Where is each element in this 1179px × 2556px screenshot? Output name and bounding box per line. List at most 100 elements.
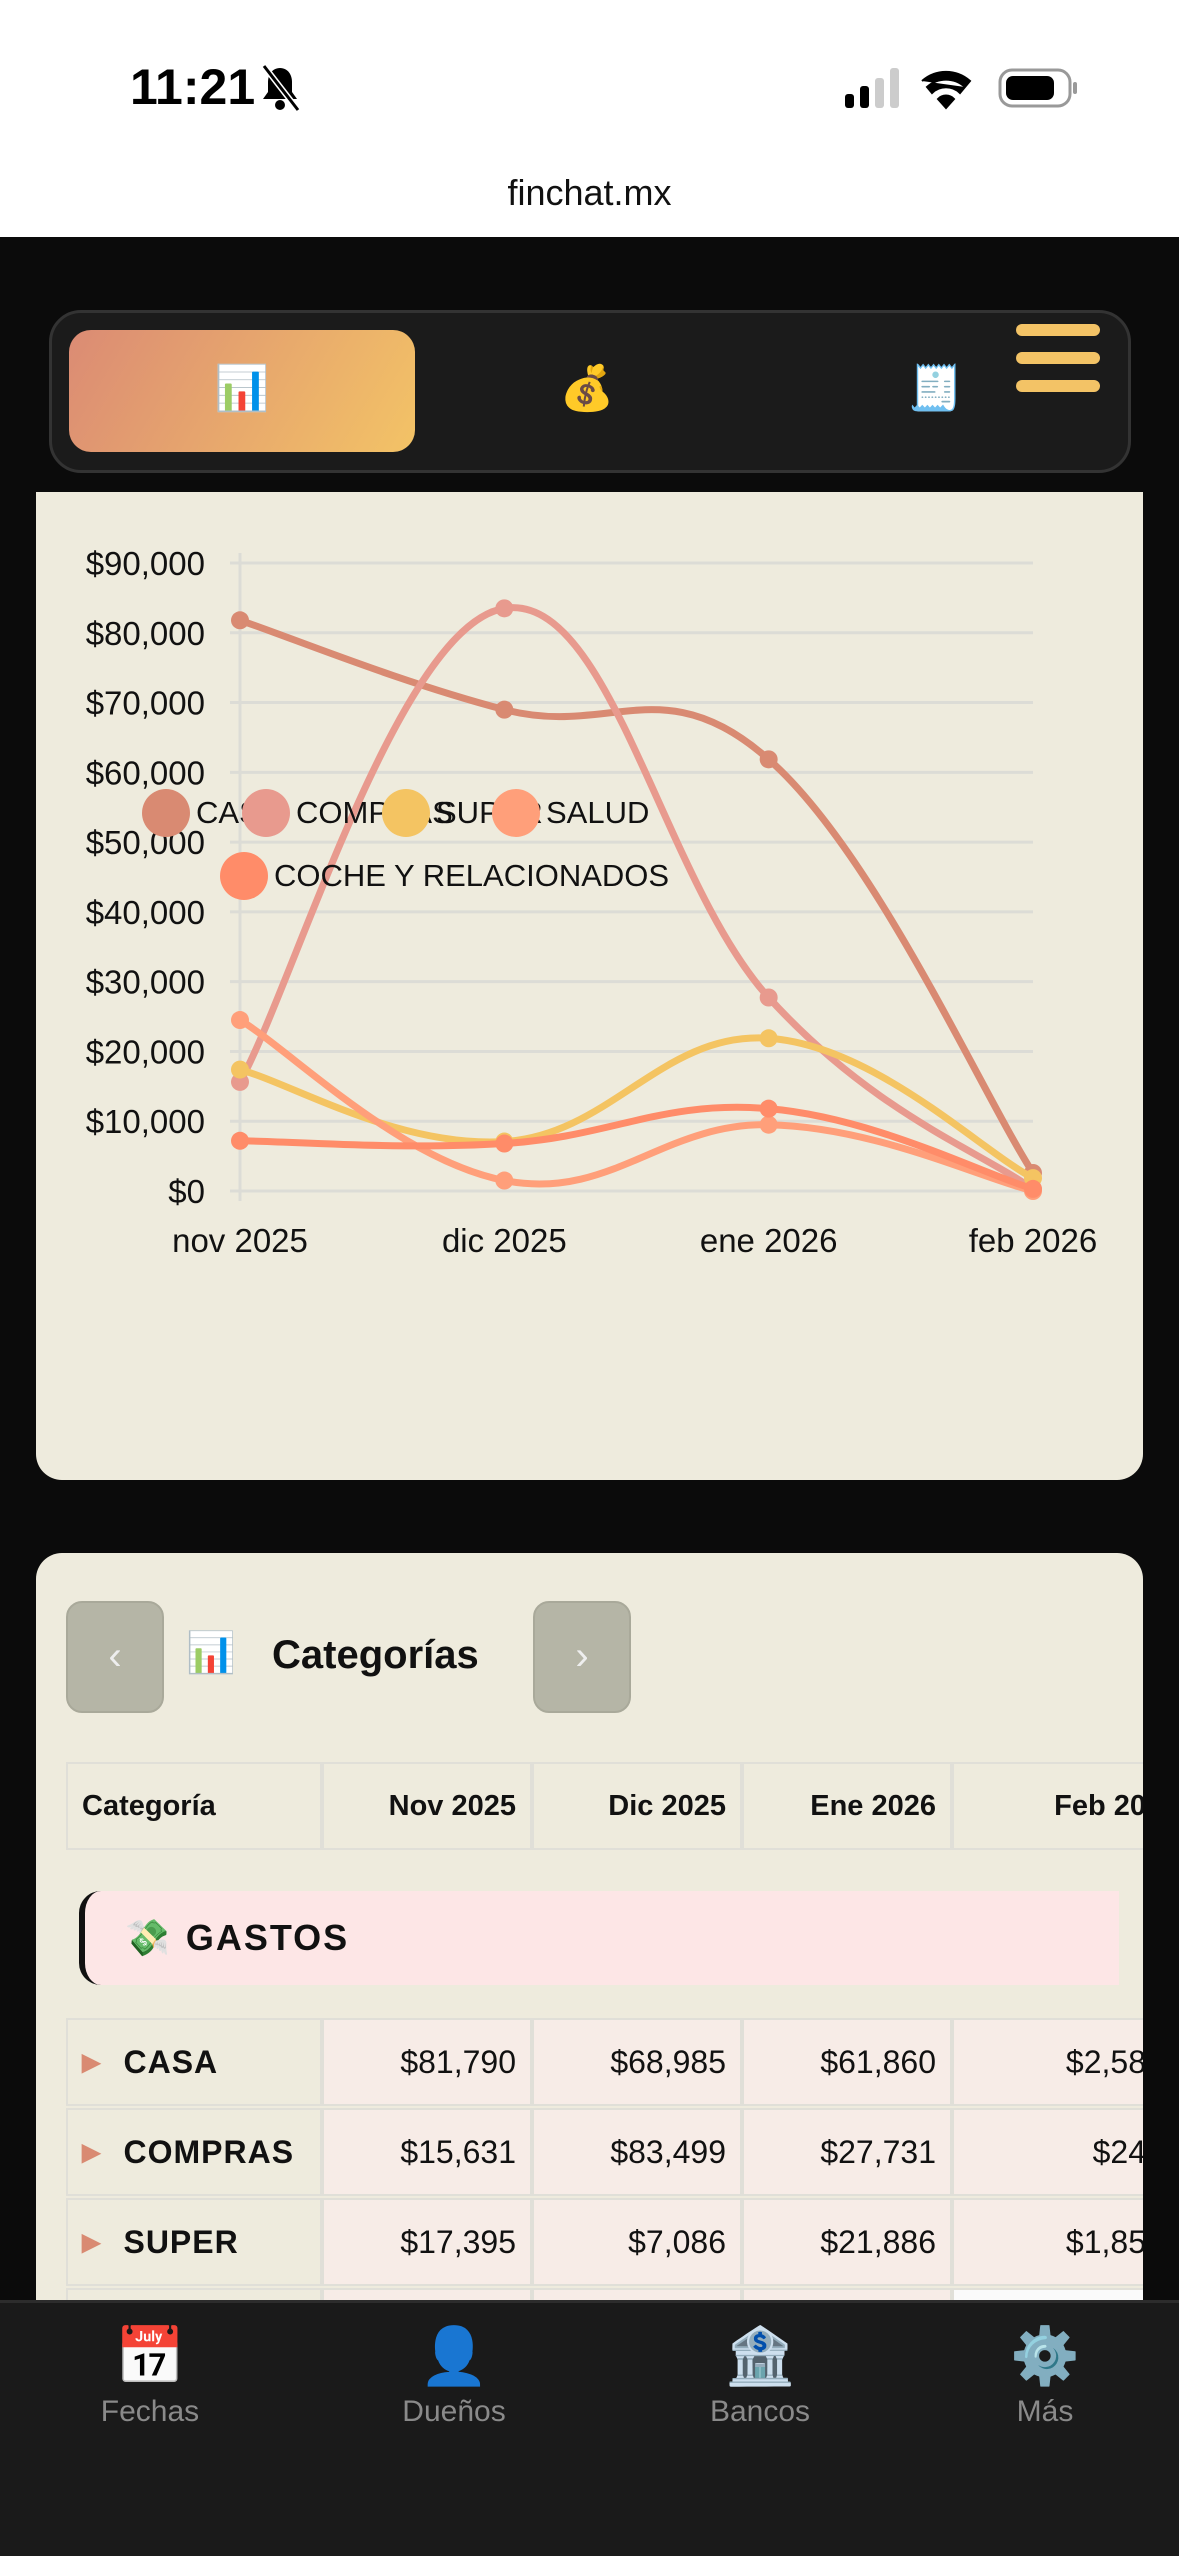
expand-triangle-icon[interactable]: ▶ [82, 2138, 102, 2166]
legend-label: COCHE Y RELACIONADOS [274, 858, 669, 893]
table-row-super[interactable]: ▶ SUPER [66, 2198, 322, 2286]
data-point [495, 1171, 514, 1190]
receipt-icon[interactable]: 🧾 [907, 364, 963, 413]
legend-swatch [382, 789, 430, 837]
nav-fechas[interactable]: 📅 Fechas [50, 2323, 250, 2429]
table-cell: $15,631 [322, 2108, 532, 2196]
gear-icon: ⚙️ [1010, 2324, 1080, 2387]
table-cell: $7,086 [532, 2198, 742, 2286]
y-tick-label: $60,000 [86, 754, 205, 791]
data-point [495, 700, 514, 719]
chart-card: $0 $10,000 $20,000 $30,000 $40,000 $50,000 $60… [36, 492, 1143, 1480]
data-point [231, 1072, 249, 1091]
money-wings-icon: 💸 [125, 1917, 172, 1958]
y-tick-label: $50,000 [86, 824, 205, 861]
y-tick-label: $80,000 [86, 615, 205, 652]
nav-label: Bancos [709, 2395, 811, 2428]
column-header[interactable]: Ene 2026 [742, 1762, 952, 1850]
table-cell: $83,499 [532, 2108, 742, 2196]
table-cell: $61,860 [742, 2018, 952, 2106]
line-chart: $0 $10,000 $20,000 $30,000 $40,000 $50,000 $60… [86, 545, 1098, 1259]
url-bar[interactable]: finchat.mx [507, 172, 672, 213]
expand-triangle-icon[interactable]: ▶ [82, 2228, 102, 2256]
group-header-gastos[interactable]: 💸 GASTOS [79, 1891, 1119, 1985]
person-icon: 👤 [419, 2324, 489, 2387]
nav-mas[interactable]: ⚙️ Más [945, 2323, 1145, 2429]
series-line-super [239, 1034, 1035, 1182]
x-tick-label: dic 2025 [442, 1222, 567, 1259]
y-tick-label: $90,000 [86, 545, 205, 582]
series-line-compras [236, 604, 1036, 1193]
column-header[interactable]: Categoría [66, 1762, 322, 1850]
x-tick-label: nov 2025 [172, 1222, 308, 1259]
data-point [759, 1029, 778, 1048]
category-name: COMPRAS [123, 2133, 295, 2170]
data-point [1024, 1179, 1042, 1198]
table-cell: $1,85 [952, 2198, 1143, 2286]
data-point [495, 599, 514, 618]
nav-duenos[interactable]: 👤 Dueños [354, 2323, 554, 2429]
bottom-nav: 📅 Fechas 👤 Dueños 🏦 Bancos ⚙️ Más [0, 2300, 1179, 2556]
bar-chart-icon[interactable]: 📊 [214, 364, 270, 413]
status-bar: 11:21 finchat.mx [0, 0, 1179, 237]
battery-icon [998, 68, 1077, 108]
data-point [495, 1134, 514, 1153]
legend-swatch [220, 852, 268, 900]
data-point [759, 1115, 778, 1134]
data-point [231, 1011, 249, 1030]
hamburger-menu-icon[interactable] [1010, 318, 1106, 394]
legend-swatch [142, 789, 190, 837]
category-name: CASA [123, 2043, 219, 2080]
column-header[interactable]: Dic 2025 [532, 1762, 742, 1850]
nav-bancos[interactable]: 🏦 Bancos [660, 2323, 860, 2429]
bell-slash-icon [261, 64, 301, 112]
bar-chart-icon: 📊 [186, 1631, 236, 1675]
data-point [759, 750, 778, 769]
table-cell: $2,58 [952, 2018, 1143, 2106]
series-line-salud [238, 1017, 1034, 1195]
nav-label: Más [1016, 2395, 1074, 2428]
category-name: SUPER [123, 2223, 239, 2260]
money-bag-icon[interactable]: 💰 [559, 364, 615, 413]
table-cell: $24 [952, 2108, 1143, 2196]
y-tick-label: $0 [168, 1173, 205, 1210]
data-point [759, 988, 778, 1007]
table-cell: $17,395 [322, 2198, 532, 2286]
legend-swatch [242, 789, 290, 837]
tab-charts[interactable] [69, 330, 415, 452]
y-tick-label: $10,000 [86, 1103, 205, 1140]
y-tick-label: $30,000 [86, 964, 205, 1001]
legend-label: SALUD [546, 795, 649, 830]
y-tick-label: $20,000 [86, 1033, 205, 1070]
data-point [231, 1131, 249, 1150]
group-label: GASTOS [185, 1917, 350, 1958]
column-header[interactable]: Nov 2025 [322, 1762, 532, 1850]
bank-icon: 🏦 [725, 2324, 795, 2387]
series-line-casa [238, 616, 1036, 1175]
table-cell: $27,731 [742, 2108, 952, 2196]
data-point [759, 1099, 778, 1118]
data-point [231, 1060, 249, 1079]
expand-triangle-icon[interactable]: ▶ [82, 2048, 102, 2076]
section-title: Categorías [272, 1633, 479, 1677]
calendar-icon: 📅 [115, 2324, 185, 2387]
clock: 11:21 [130, 59, 256, 115]
table-cell: $81,790 [322, 2018, 532, 2106]
table-cell: $21,886 [742, 2198, 952, 2286]
nav-label: Dueños [402, 2395, 506, 2428]
y-tick-label: $70,000 [86, 685, 205, 722]
column-header[interactable]: Feb 20 [952, 1762, 1143, 1850]
table-row-compras[interactable]: ▶ COMPRAS [66, 2108, 322, 2196]
data-point [231, 611, 249, 630]
x-tick-label: ene 2026 [700, 1222, 838, 1259]
next-button[interactable]: › [533, 1601, 631, 1713]
prev-button[interactable]: ‹ [66, 1601, 164, 1713]
signal-icon [845, 68, 899, 108]
wifi-icon [921, 70, 972, 110]
series-line-coche-y-relacionados [239, 1103, 1035, 1193]
table-row-casa[interactable]: ▶ CASA [66, 2018, 322, 2106]
y-tick-label: $40,000 [86, 894, 205, 931]
table-cell: $68,985 [532, 2018, 742, 2106]
x-tick-label: feb 2026 [969, 1222, 1097, 1259]
legend-swatch [492, 789, 540, 837]
